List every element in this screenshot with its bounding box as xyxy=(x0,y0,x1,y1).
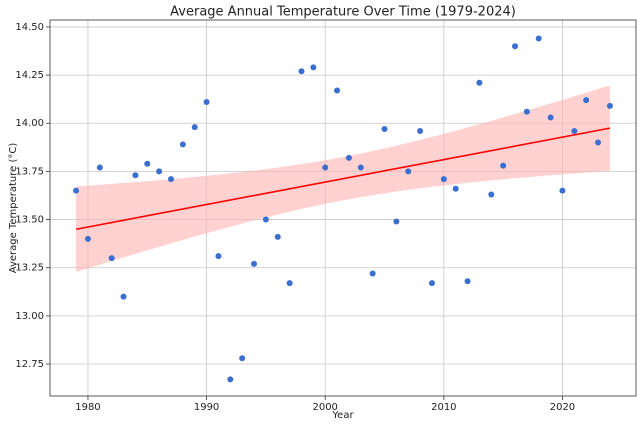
point xyxy=(334,87,341,94)
point xyxy=(227,376,234,383)
plot-frame xyxy=(49,19,637,397)
point xyxy=(191,124,198,131)
point xyxy=(286,280,293,287)
point xyxy=(156,168,163,175)
y-tick-label: 14.50 xyxy=(15,22,44,33)
x-axis-label: Year xyxy=(331,410,354,421)
x-tick-label: 2000 xyxy=(312,402,337,413)
point xyxy=(239,355,246,362)
point xyxy=(274,233,281,240)
point xyxy=(120,293,127,300)
point xyxy=(108,255,115,262)
point xyxy=(381,126,388,133)
point xyxy=(393,218,400,225)
point xyxy=(215,253,222,260)
y-tick-label: 13.25 xyxy=(15,263,44,274)
point xyxy=(595,139,602,146)
point xyxy=(476,79,483,86)
point xyxy=(547,114,554,121)
point xyxy=(512,43,519,50)
x-tick-label: 2020 xyxy=(550,402,575,413)
point xyxy=(500,162,507,169)
point xyxy=(357,164,364,171)
point xyxy=(452,185,459,192)
y-tick-label: 14.25 xyxy=(15,70,44,81)
point xyxy=(559,187,566,194)
point xyxy=(606,102,613,109)
point xyxy=(167,176,174,183)
point xyxy=(310,64,317,71)
y-tick-label: 12.75 xyxy=(15,359,44,370)
x-tick-label: 1990 xyxy=(194,402,219,413)
point xyxy=(571,127,578,134)
y-tick-label: 13.50 xyxy=(15,215,44,226)
point xyxy=(345,154,352,161)
chart-title: Average Annual Temperature Over Time (19… xyxy=(170,5,516,20)
point xyxy=(298,68,305,75)
point xyxy=(464,278,471,285)
point xyxy=(251,260,258,267)
point xyxy=(322,164,329,171)
y-tick-label: 14.00 xyxy=(15,118,44,129)
y-tick-label: 13.75 xyxy=(15,166,44,177)
y-tick-label: 13.00 xyxy=(15,311,44,322)
point xyxy=(203,99,210,106)
point xyxy=(523,108,530,115)
point xyxy=(440,176,447,183)
point xyxy=(144,160,151,167)
point xyxy=(405,168,412,175)
point xyxy=(73,187,80,194)
point xyxy=(535,35,542,42)
point xyxy=(262,216,269,223)
point xyxy=(417,127,424,134)
point xyxy=(583,97,590,104)
point xyxy=(488,191,495,198)
point xyxy=(132,172,139,179)
point xyxy=(96,164,103,171)
point xyxy=(428,280,435,287)
x-tick-label: 2010 xyxy=(431,402,456,413)
x-tick-label: 1980 xyxy=(75,402,100,413)
point xyxy=(369,270,376,277)
point xyxy=(84,235,91,242)
y-axis-label: Average Temperature (°C) xyxy=(8,143,19,274)
point xyxy=(179,141,186,148)
trend-line xyxy=(75,127,611,231)
